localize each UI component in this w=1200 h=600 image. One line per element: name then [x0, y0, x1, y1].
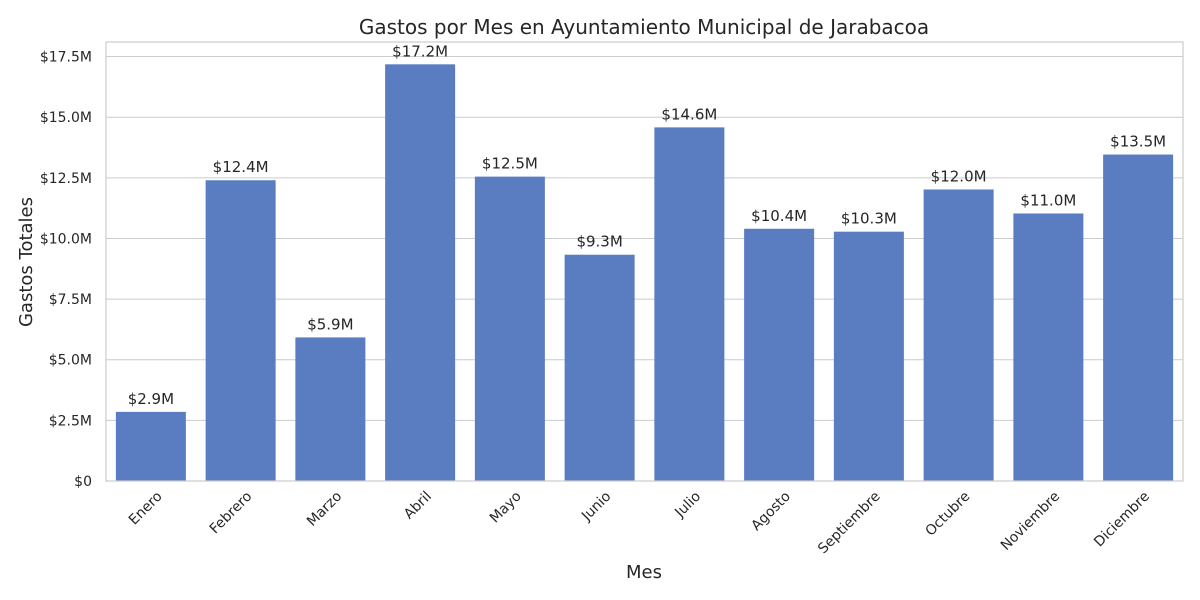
y-tick-label: $2.5M: [49, 413, 92, 429]
bar-febrero: [205, 180, 276, 482]
x-tick-label: Mayo: [487, 489, 525, 527]
data-label: $17.2M: [392, 42, 448, 60]
x-tick-label: Septiembre: [815, 489, 884, 558]
y-tick-label: $7.5M: [49, 292, 92, 308]
bar-diciembre: [1103, 154, 1174, 481]
x-tick-label: Julio: [671, 489, 704, 522]
data-label: $11.0M: [1020, 191, 1076, 209]
data-label: $12.5M: [482, 155, 538, 173]
x-axis-label: Mes: [626, 562, 662, 583]
y-tick-label: $5.0M: [49, 353, 92, 369]
bar-septiembre: [833, 231, 904, 481]
bar-noviembre: [1013, 213, 1084, 481]
x-tick-label: Agosto: [748, 489, 794, 535]
bar-agosto: [744, 228, 815, 481]
x-tick-label: Noviembre: [998, 489, 1063, 554]
y-tick-label: $0: [74, 474, 92, 490]
x-tick-label: Enero: [126, 489, 166, 529]
data-label: $14.6M: [661, 105, 717, 123]
y-tick-label: $15.0M: [40, 110, 92, 126]
data-label: $12.4M: [213, 158, 269, 176]
bar-enero: [115, 411, 186, 481]
bar-junio: [564, 254, 635, 481]
y-tick-label: $17.5M: [40, 50, 92, 66]
x-tick-label: Diciembre: [1091, 489, 1153, 551]
data-label: $2.9M: [128, 390, 174, 408]
plot-frame: [105, 41, 1184, 482]
data-label: $9.3M: [576, 233, 622, 251]
bar-abril: [385, 64, 456, 481]
data-labels: $2.9M $12.4M $5.9M $17.2M $12.5M $9.3M $14.6M $…: [128, 42, 1166, 408]
bar-mayo: [474, 176, 545, 481]
bars: [115, 64, 1174, 482]
gridlines: [106, 56, 1183, 482]
data-label: $10.3M: [841, 210, 897, 228]
chart-title: Gastos por Mes en Ayuntamiento Municipal…: [359, 15, 929, 39]
bar-julio: [654, 127, 725, 482]
x-tick-label: Marzo: [304, 489, 345, 530]
x-tick-label: Junio: [578, 489, 614, 525]
bar-marzo: [295, 337, 366, 481]
bar-octubre: [923, 189, 994, 481]
data-label: $12.0M: [931, 167, 987, 185]
x-tick-label: Abril: [401, 489, 435, 523]
x-tick-label: Febrero: [207, 489, 256, 538]
y-axis-ticks: $0 $2.5M $5.0M $7.5M $10.0M $12.5M $15.0M $17.5…: [40, 50, 92, 490]
x-axis-ticks: Enero Febrero Marzo Abril Mayo Junio Julio Agos…: [126, 489, 1153, 558]
data-label: $5.9M: [307, 315, 353, 333]
data-label: $13.5M: [1110, 133, 1166, 151]
y-tick-label: $10.0M: [40, 231, 92, 247]
y-tick-label: $12.5M: [40, 171, 92, 187]
y-axis-label: Gastos Totales: [16, 197, 37, 327]
data-label: $10.4M: [751, 207, 807, 225]
x-tick-label: Octubre: [923, 489, 974, 540]
